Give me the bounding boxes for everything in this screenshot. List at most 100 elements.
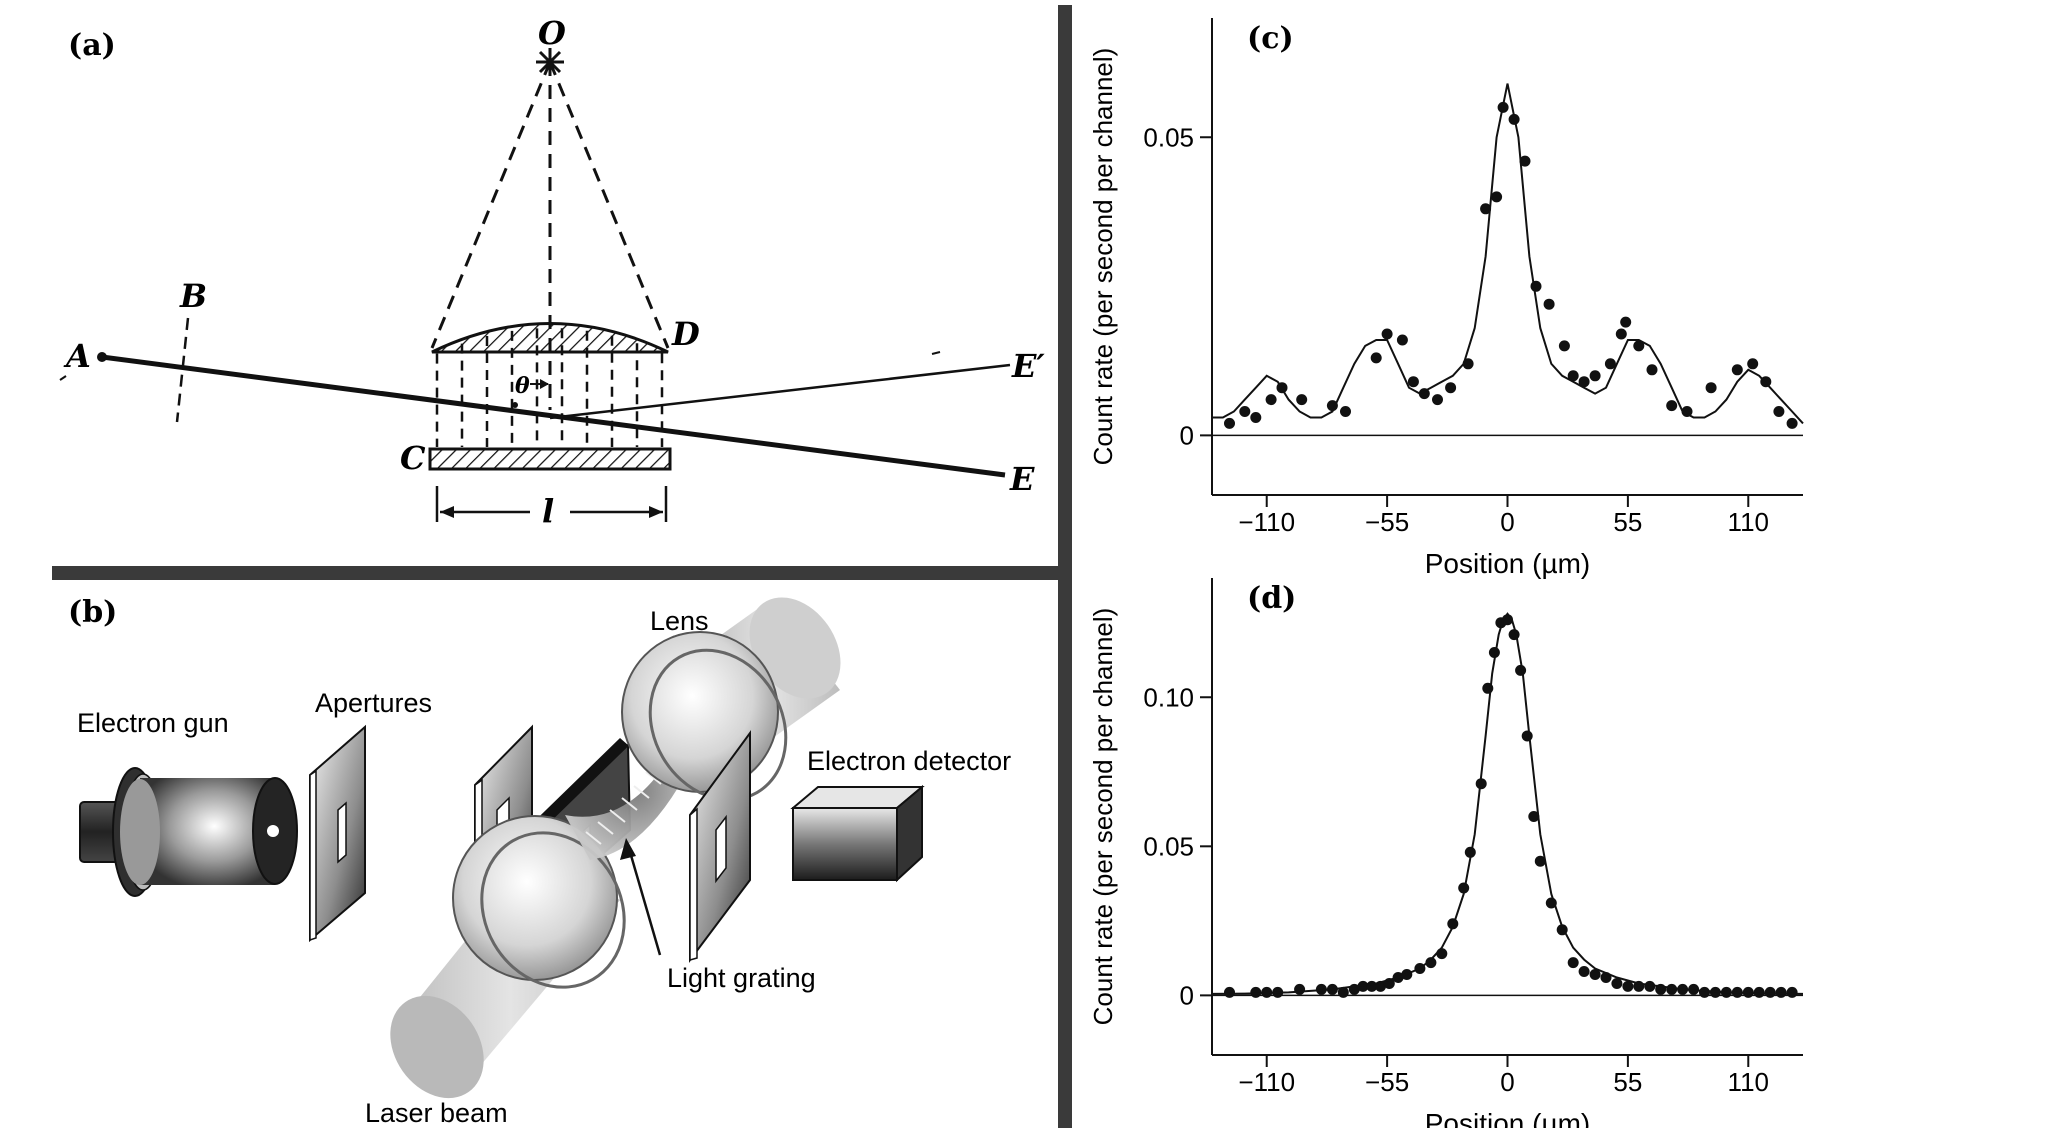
data-point [1250,412,1262,423]
tick-left [59,375,67,381]
theta-arrowhead-icon [540,379,549,389]
panel-b-apparatus: (b) Electron gun Apertures [68,595,1011,1128]
crystal-plate-c [428,447,672,471]
data-point [1611,978,1623,989]
data-point [1519,155,1531,167]
light-grating-label: Light grating [667,963,816,993]
data-point [1464,846,1476,858]
point-label-c: C [400,439,426,477]
lens-label: Lens [650,606,709,636]
data-point [1578,376,1590,388]
data-point [1681,406,1693,417]
data-point [1458,882,1470,894]
x-tick-label: 0 [1500,507,1514,537]
data-point [1340,406,1351,417]
y-axis-label: Count rate (per second per channel) [1088,608,1118,1026]
horizontal-divider [52,566,1060,580]
data-point [1326,400,1338,412]
data-point [1265,394,1277,406]
x-tick-label: 110 [1728,507,1769,537]
chart-d: −110 −55 0 55 110 0 0.05 0.10 Position (µm) Count… [1088,578,1804,1133]
data-point [1747,358,1759,370]
dimension-l [435,486,668,522]
data-point [1224,417,1235,429]
y-tick-label: 0 [1180,980,1194,1010]
data-point [1425,957,1437,969]
data-point [1357,980,1369,992]
data-point [1521,730,1533,742]
aperture-plate-1 [309,724,366,943]
data-point [1432,394,1443,406]
point-label-a: A [63,337,91,375]
electron-gun-label: Electron gun [77,708,229,738]
point-label-e: E [1009,460,1035,498]
dashed-line-b [175,317,190,423]
panel-a-label: (a) [68,28,116,63]
data-point [1528,811,1540,822]
point-label-d: D [671,315,700,353]
data-point [1296,394,1308,406]
data-point [1666,400,1678,412]
data-point [1604,358,1616,370]
data-point [1407,376,1419,388]
data-point [1764,986,1776,998]
data-point [1622,980,1634,992]
x-tick-label: 55 [1613,507,1642,537]
x-tick-label: 55 [1613,1067,1642,1097]
electron-detector-icon [790,784,925,883]
y-tick-label: 0.10 [1143,682,1194,712]
dimension-label-l: l [542,492,554,530]
data-point [1578,966,1590,977]
point-label-o: O [538,14,566,52]
x-tick-label: −110 [1238,507,1295,537]
y-tick-label: 0 [1180,420,1194,450]
data-point [1731,364,1743,376]
ray-a-to-e [101,354,1006,478]
x-axis-label: Position (µm) [1425,1108,1591,1128]
data-point [1786,986,1798,998]
point-a-dot [97,352,107,362]
light-grating-pointer [626,844,662,956]
data-point [1530,280,1542,292]
data-point [1381,328,1393,340]
dimension-arrow-left-icon [440,506,454,518]
x-tick-label: −110 [1238,1067,1295,1097]
ray-to-e-prime [549,363,1011,420]
lower-lens-icon [452,815,626,989]
data-point [1370,352,1382,364]
data-point [1567,370,1579,382]
data-point [1491,191,1503,203]
panel-b-label: (b) [68,595,117,630]
tick-right [931,351,941,355]
x-tick-label: −55 [1365,1067,1409,1097]
electron-detector-label: Electron detector [807,746,1011,776]
dashed-rays-from-o [430,61,670,410]
data-point [1589,370,1601,382]
data-point [1436,948,1448,960]
data-point [1567,957,1579,969]
y-tick-label: 0.05 [1143,831,1194,861]
lens-d-shape [431,322,669,354]
data-point [1786,417,1798,429]
light-grating-arrowhead-icon [620,838,636,860]
x-tick-label: 110 [1728,1067,1769,1097]
data-point [1775,986,1787,998]
x-tick-label: −55 [1365,507,1409,537]
data-point [1589,969,1601,980]
data-point [1480,203,1492,215]
y-tick-label: 0.05 [1143,122,1194,152]
data-point [1699,986,1710,998]
data-point [1337,986,1349,998]
data-point [1445,382,1457,394]
x-tick-label: 0 [1500,1067,1514,1097]
data-point [1646,364,1658,376]
data-point [1294,983,1306,995]
panel-d-label: (d) [1247,581,1296,616]
data-point [1558,340,1570,352]
dimension-arrow-right-icon [649,506,663,518]
point-label-e-prime: E′ [1011,347,1045,385]
panel-c-label: (c) [1247,21,1294,56]
data-point [1633,340,1645,352]
